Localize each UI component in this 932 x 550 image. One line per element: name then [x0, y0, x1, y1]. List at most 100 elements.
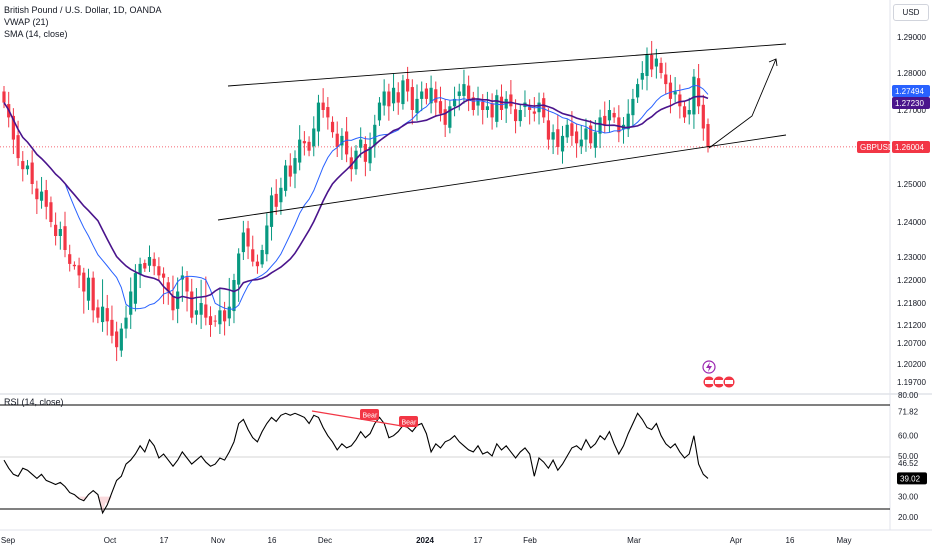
- candle: [556, 114, 560, 155]
- candle: [30, 150, 34, 195]
- candle: [420, 81, 424, 112]
- rsi-legend[interactable]: RSI (14, close): [4, 397, 64, 407]
- candle: [570, 111, 574, 146]
- candle: [100, 279, 105, 332]
- candle: [251, 235, 255, 267]
- candle: [152, 252, 156, 276]
- candle: [504, 91, 508, 123]
- candle: [513, 99, 518, 134]
- time-axis[interactable]: Sep Oct 17 Nov 16 Dec 2024 17 Feb Mar Apr 16 May: [1, 536, 852, 545]
- candle: [612, 107, 616, 123]
- candle: [373, 114, 377, 158]
- alert-icon[interactable]: [702, 360, 716, 374]
- time-tick-label: 17: [160, 536, 169, 545]
- candle: [462, 69, 466, 104]
- time-tick-label: 16: [786, 536, 795, 545]
- candle: [298, 125, 302, 171]
- rsi-tick-label: 30.00: [898, 493, 919, 502]
- economic-events-icon[interactable]: [702, 375, 736, 389]
- time-tick-label: Sep: [1, 536, 16, 545]
- candle: [636, 78, 640, 103]
- symbol-title[interactable]: British Pound / U.S. Dollar, 1D, OANDA: [4, 5, 162, 15]
- rsi-tick-label: 60.00: [898, 432, 919, 441]
- candle: [485, 91, 490, 118]
- candle: [284, 159, 288, 197]
- sma-legend[interactable]: SMA (14, close): [4, 29, 68, 39]
- candle: [199, 279, 203, 329]
- rsi-tick-label: 20.00: [898, 513, 919, 522]
- candle: [401, 74, 405, 110]
- candle: [213, 315, 217, 327]
- candle: [237, 248, 241, 302]
- candle: [119, 323, 123, 357]
- price-tick-label: 1.23000: [897, 253, 926, 262]
- bear-label[interactable]: Bear: [360, 409, 379, 420]
- candle: [44, 179, 48, 220]
- candle: [391, 73, 396, 112]
- bear-label[interactable]: Bear: [399, 416, 418, 427]
- candle: [138, 257, 142, 289]
- candle: [598, 109, 602, 149]
- candle: [340, 128, 344, 160]
- vwap-legend[interactable]: VWAP (21): [4, 17, 49, 27]
- candle: [157, 257, 161, 282]
- candle: [11, 108, 15, 155]
- price-tick-label: 1.22000: [897, 276, 926, 285]
- channel-upper-line[interactable]: [227, 43, 787, 87]
- candle: [626, 99, 630, 138]
- candle: [607, 100, 612, 133]
- candle: [617, 105, 621, 143]
- candle: [176, 277, 180, 324]
- candle: [190, 278, 194, 324]
- candle: [382, 79, 386, 116]
- candle: [565, 119, 569, 143]
- price-tick-label: 1.21800: [897, 299, 926, 308]
- svg-text:1.26004: 1.26004: [895, 143, 924, 152]
- candle: [471, 91, 475, 116]
- candle: [509, 80, 513, 115]
- candle: [542, 92, 546, 123]
- candle: [621, 117, 626, 144]
- candle: [434, 81, 438, 118]
- candle: [467, 75, 471, 112]
- candle: [49, 196, 53, 228]
- rsi-tick-label: 71.82: [898, 408, 919, 417]
- candle: [68, 244, 72, 272]
- projection-arrow[interactable]: [708, 58, 777, 149]
- candle: [82, 267, 86, 314]
- candle: [147, 245, 152, 272]
- price-tick-label: 1.27000: [897, 106, 926, 115]
- candle: [143, 259, 147, 272]
- candle: [86, 268, 91, 310]
- candle: [687, 97, 691, 125]
- candle: [124, 305, 128, 339]
- candle: [476, 86, 480, 116]
- candle: [584, 118, 588, 152]
- candle: [91, 271, 95, 323]
- candle: [312, 116, 316, 157]
- candle: [321, 88, 325, 118]
- currency-selector[interactable]: USD: [893, 4, 929, 21]
- time-tick-label: Feb: [523, 536, 537, 545]
- price-tick-label: 1.24000: [897, 218, 926, 227]
- candle: [664, 62, 668, 95]
- svg-text:Bear: Bear: [363, 413, 378, 420]
- candle: [429, 75, 433, 114]
- sma-line: [3, 84, 709, 310]
- candle: [232, 273, 236, 324]
- candle: [546, 108, 551, 150]
- candle: [194, 288, 199, 325]
- candle: [532, 97, 536, 122]
- chart-legend: British Pound / U.S. Dollar, 1D, OANDA V…: [4, 4, 162, 40]
- candle: [537, 92, 541, 125]
- channel-lower-line[interactable]: [217, 134, 787, 221]
- candle: [279, 177, 283, 215]
- candle: [171, 275, 175, 321]
- candle: [701, 94, 705, 141]
- svg-text:1.27230: 1.27230: [895, 99, 924, 108]
- candle: [335, 121, 339, 157]
- candle: [72, 261, 76, 270]
- bearish-divergence-line[interactable]: [311, 410, 409, 428]
